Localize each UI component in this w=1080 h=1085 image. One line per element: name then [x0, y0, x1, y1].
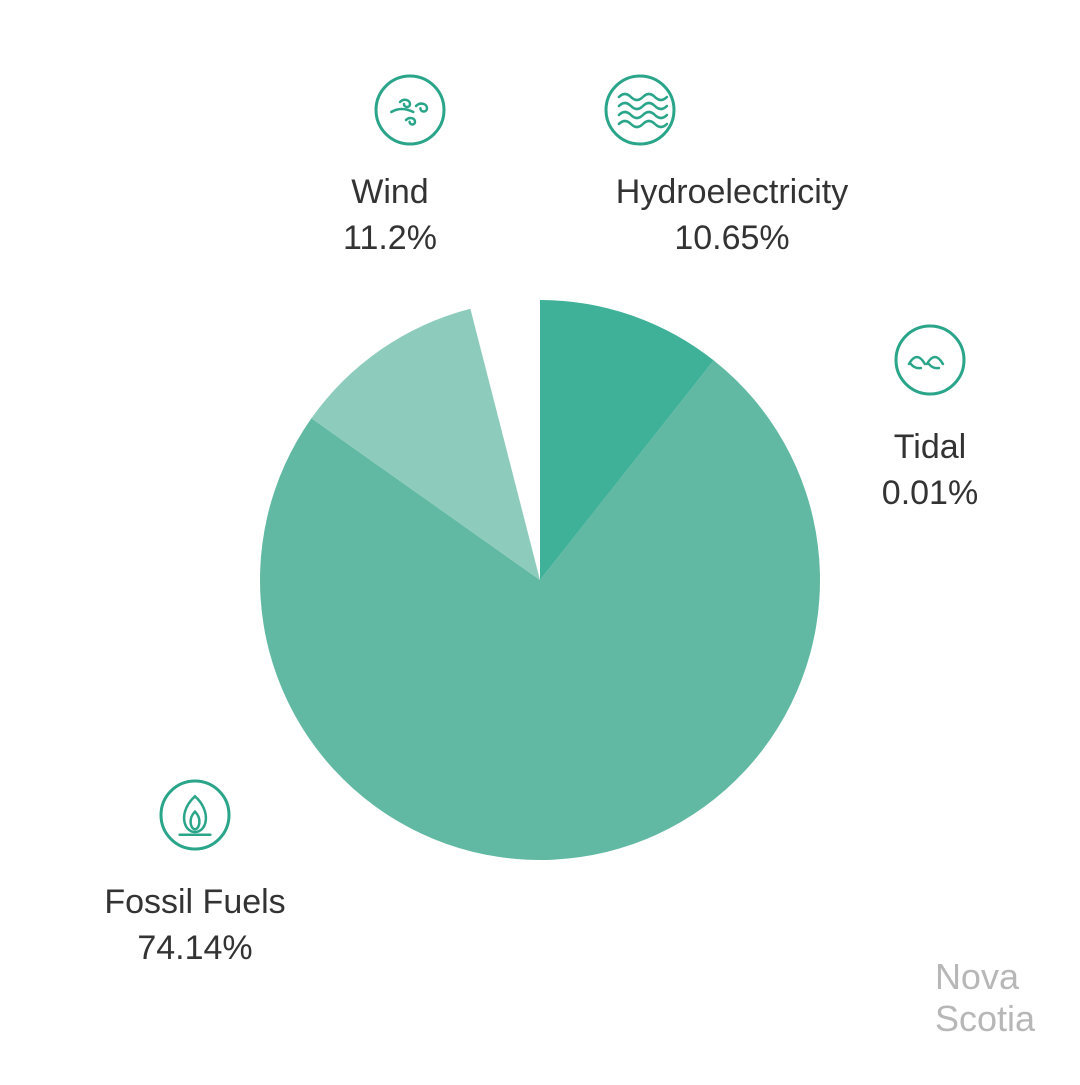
hydro-icon	[606, 76, 674, 144]
wind-icon	[376, 76, 444, 144]
label-tidal: Tidal 0.01%	[882, 425, 978, 517]
label-hydro: Hydroelectricity 10.65%	[616, 170, 848, 262]
chart-canvas: Hydroelectricity 10.65% Tidal 0.01% Foss…	[0, 0, 1080, 1080]
label-fossil-value: 74.14%	[104, 926, 285, 972]
label-tidal-name: Tidal	[882, 425, 978, 471]
label-hydro-value: 10.65%	[616, 216, 848, 262]
label-tidal-value: 0.01%	[882, 471, 978, 517]
footer-region: Nova Scotia	[935, 956, 1035, 1040]
label-wind-name: Wind	[343, 170, 437, 216]
label-fossil: Fossil Fuels 74.14%	[104, 880, 285, 972]
footer-text: Nova Scotia	[935, 956, 1035, 1039]
flame-icon	[161, 781, 229, 849]
label-fossil-name: Fossil Fuels	[104, 880, 285, 926]
label-wind-value: 11.2%	[343, 216, 437, 262]
label-hydro-name: Hydroelectricity	[616, 170, 848, 216]
label-wind: Wind 11.2%	[343, 170, 437, 262]
tide-icon	[896, 326, 964, 394]
